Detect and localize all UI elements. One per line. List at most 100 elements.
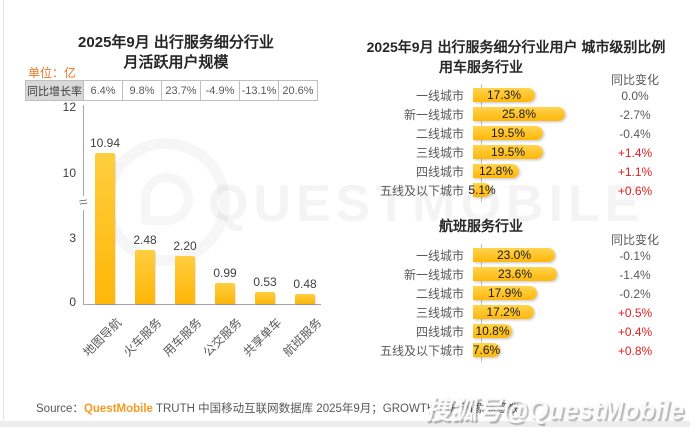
brand-name: QuestMobile (83, 403, 153, 415)
city-bar: 19.5% (473, 145, 543, 159)
city-row: 三线城市 17.2% +0.5% (345, 303, 689, 322)
left-chart-title-line1: 2025年9月 出行服务细分行业 (78, 34, 274, 51)
city-label: 五线及以下城市 (379, 344, 464, 358)
city-bar: 7.6% (473, 343, 500, 357)
city-label: 一线城市 (415, 249, 464, 263)
ride-hailing-rows: 一线城市 17.3% 0.0% 新一线城市 25.8% -2.7% 二线城市 1… (345, 84, 689, 202)
city-bar-value: 19.5% (490, 126, 526, 140)
center-watermark: QUESTMOBILE (208, 174, 644, 234)
yoy-change-value: 0.0% (621, 88, 649, 103)
city-label: 四线城市 (415, 165, 464, 179)
bar-bus-service: 0.99 (213, 105, 237, 304)
city-bar-value: 23.0% (496, 248, 532, 262)
city-bar: 17.9% (473, 286, 537, 300)
bar (215, 283, 235, 304)
yoy-growth-table: 同比增长率 6.4% 9.8% 23.7% -4.9% -13.1% 20.6% (25, 80, 318, 101)
bar-map-navigation: 10.94 (90, 105, 120, 304)
yoy-growth-cell: 6.4% (83, 80, 123, 101)
y-tick-10: 10 (62, 166, 76, 180)
yoy-change-value: +0.6% (617, 183, 653, 198)
city-label: 三线城市 (415, 306, 464, 320)
yoy-change-value: +1.1% (617, 164, 653, 179)
city-bar-value: 17.9% (487, 286, 523, 300)
city-bar-value: 7.6% (472, 343, 501, 357)
bar-value-label: 10.94 (89, 136, 121, 150)
city-bar-value: 19.5% (490, 145, 526, 159)
city-row: 二线城市 19.5% -0.4% (345, 124, 689, 143)
city-label: 新一线城市 (403, 108, 464, 122)
city-bar: 23.0% (473, 248, 555, 262)
city-row: 一线城市 17.3% 0.0% (345, 86, 689, 105)
city-label: 三线城市 (415, 146, 464, 160)
city-bar-value: 17.3% (486, 88, 522, 102)
axis-break-symbol: ≈ (71, 193, 96, 213)
city-label: 四线城市 (415, 325, 464, 339)
section-heading-flight: 航班服务行业 (439, 218, 523, 234)
city-row: 三线城市 19.5% +1.4% (345, 143, 689, 162)
section-axis-line (481, 244, 482, 362)
yoy-change-value: +0.8% (617, 343, 653, 358)
city-bar-value: 5.1% (468, 183, 496, 197)
yoy-change-value: -0.4% (619, 126, 651, 141)
city-label: 二线城市 (415, 287, 464, 301)
page-edge-bottom (0, 421, 690, 427)
flight-rows: 一线城市 23.0% -0.1% 新一线城市 23.6% -1.4% 二线城市 … (345, 244, 689, 362)
city-row: 四线城市 10.8% +0.4% (345, 322, 689, 341)
yoy-change-value: +1.4% (617, 145, 653, 160)
bar-value-label: 0.99 (213, 266, 237, 280)
bar-train-service: 2.48 (133, 105, 157, 304)
city-row: 一线城市 23.0% -0.1% (345, 246, 689, 265)
right-chart-title: 2025年9月 出行服务细分行业用户 城市级别比例 (366, 39, 666, 55)
source-text: TRUTH 中国移动互联网数据库 2025年9月；GROWTH 用户画像标签数 (155, 403, 519, 415)
city-row: 五线及以下城市 5.1% +0.6% (345, 181, 689, 200)
bar-value-label: 0.48 (293, 277, 317, 291)
yoy-growth-cell: 23.7% (161, 80, 201, 101)
bar-ride-hailing: 2.20 (173, 105, 197, 304)
city-label: 五线及以下城市 (379, 184, 464, 198)
left-chart-title: 2025年9月 出行服务细分行业 月活跃用户规模 (30, 33, 322, 73)
city-bar: 12.8% (473, 164, 519, 178)
city-bar: 17.3% (473, 88, 535, 102)
yoy-change-value: -0.1% (619, 248, 651, 263)
yoy-growth-cell: -4.9% (200, 80, 240, 101)
section-heading-ride-hailing: 用车服务行业 (439, 59, 523, 75)
yoy-change-value: -2.7% (619, 107, 651, 122)
account-watermark: 搜狐号@QuestMobile (424, 395, 684, 425)
yoy-change-header: 同比变化 (610, 233, 659, 247)
bar (255, 292, 275, 304)
source-line: Source：QuestMobile TRUTH 中国移动互联网数据库 2025… (36, 400, 519, 416)
unit-label: 单位：亿 (28, 66, 77, 80)
city-bar: 17.2% (473, 305, 534, 319)
bar-shared-bike: 0.53 (253, 105, 277, 304)
section-axis-line (481, 84, 482, 202)
city-bar-value: 25.8% (501, 107, 537, 121)
city-label: 一线城市 (415, 89, 464, 103)
city-label: 二线城市 (415, 127, 464, 141)
left-chart-title-line2: 月活跃用户规模 (123, 54, 229, 71)
city-bar: 19.5% (473, 126, 543, 140)
city-row: 四线城市 12.8% +1.1% (345, 162, 689, 181)
yoy-change-value: +0.4% (617, 324, 653, 339)
bar-flight-service: 0.48 (293, 105, 317, 304)
city-bar-value: 10.8% (475, 324, 510, 338)
yoy-growth-cell: 20.6% (278, 80, 318, 101)
city-row: 新一线城市 25.8% -2.7% (345, 105, 689, 124)
yoy-growth-cell: 9.8% (122, 80, 162, 101)
city-bar-value: 17.2% (486, 305, 521, 319)
city-bar: 10.8% (473, 324, 512, 338)
city-bar-value: 23.6% (497, 267, 533, 281)
city-bar: 23.6% (473, 267, 557, 281)
bar-value-label: 2.20 (173, 239, 197, 253)
y-tick-3: 3 (69, 231, 76, 245)
city-row: 五线及以下城市 7.6% +0.8% (345, 341, 689, 360)
source-label: Source： (36, 403, 84, 415)
bar-value-label: 0.53 (253, 275, 277, 289)
page-edge-left (3, 0, 4, 421)
yoy-change-header: 同比变化 (610, 73, 659, 87)
yoy-growth-header-cell: 同比增长率 (25, 80, 84, 101)
bar (135, 250, 155, 304)
bar-value-label: 2.48 (133, 233, 157, 247)
city-bar: 5.1% (468, 183, 496, 197)
bar (175, 256, 195, 304)
